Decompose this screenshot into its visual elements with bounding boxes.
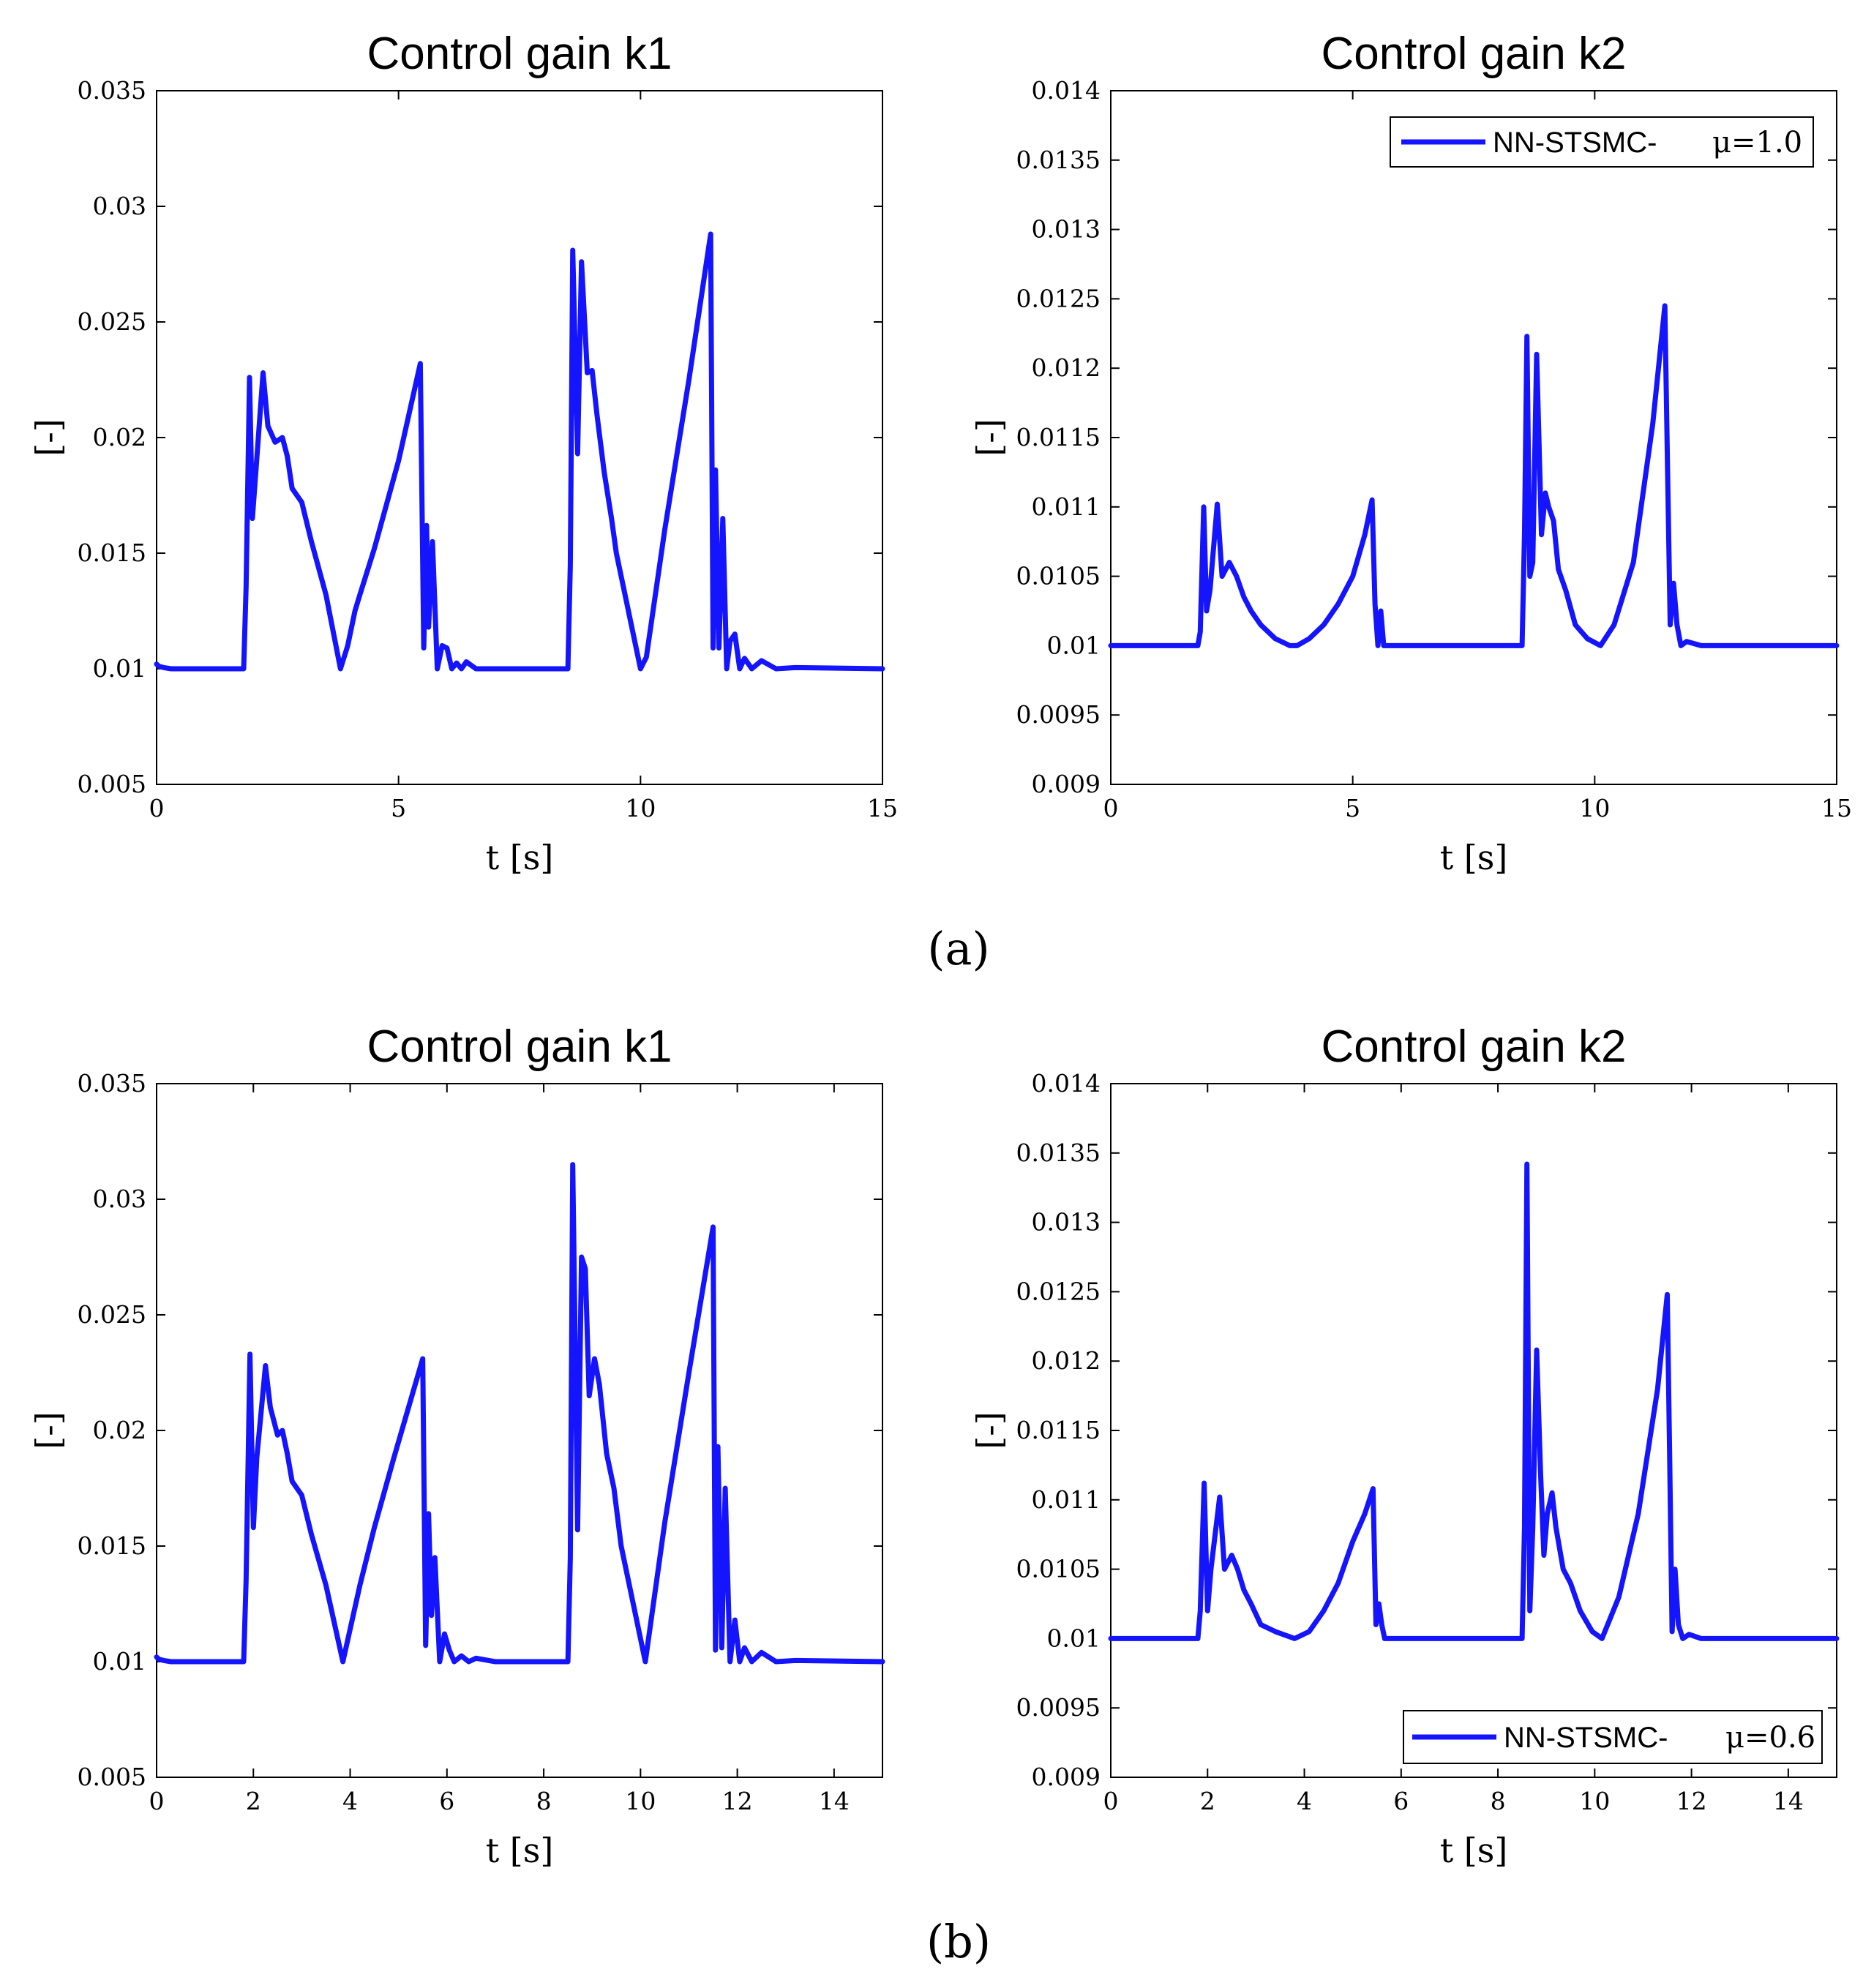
y-tick-label: 0.014 [1032,76,1101,105]
x-tick-label: 10 [1579,794,1610,822]
x-tick-label: 0 [149,794,165,822]
axes-frame [156,1083,883,1778]
x-tick-label: 5 [1345,794,1360,822]
x-tick-label: 4 [342,1787,358,1815]
y-tick-label: 0.035 [78,76,146,105]
y-tick-label: 0.015 [78,539,146,567]
axes-frame [1110,1083,1837,1778]
axes-frame [156,90,883,785]
x-axis-label: t [s] [1440,1831,1508,1870]
x-tick-label: 10 [625,794,656,822]
y-tick-label: 0.0105 [1016,1555,1101,1583]
y-tick-label: 0.01 [93,1647,146,1676]
x-tick-label: 10 [625,1787,656,1815]
x-tick-label: 6 [439,1787,454,1815]
y-tick-label: 0.011 [1032,1485,1101,1514]
plot-a-k1: Control gain k1 0 5 10 15 0.005 0.01 0.015 0.02… [29,29,898,877]
y-tick-label: 0.025 [78,307,146,336]
x-tick-label: 5 [391,794,406,822]
x-tick-label: 14 [819,1787,850,1815]
series-line [1108,303,1840,648]
x-tick-label: 4 [1297,1787,1312,1815]
y-tick-label: 0.013 [1032,215,1101,244]
tick-layer: 0 5 10 15 0.009 0.0095 0.01 0.0105 0.011 0.0115 0.… [1016,76,1852,822]
x-tick-label: 12 [1676,1787,1707,1815]
plot-b-k1: Control gain k1 0 2 4 6 8 10 12 14 0.005 0.01 0.01… [29,1021,885,1870]
x-tick-label: 0 [149,1787,165,1815]
x-tick-label: 12 [722,1787,753,1815]
y-tick-label: 0.01 [93,654,146,683]
y-tick-label: 0.012 [1032,1346,1101,1375]
y-tick-label: 0.014 [1032,1069,1101,1098]
plot-title: Control gain k1 [367,29,672,79]
y-tick-label: 0.005 [78,770,146,798]
y-axis-label: [-] [970,1411,1009,1449]
x-axis-label: t [s] [1440,838,1508,877]
x-tick-label: 15 [1821,794,1852,822]
plot-title: Control gain k1 [367,1021,672,1072]
y-tick-label: 0.013 [1032,1208,1101,1237]
x-tick-label: 8 [536,1787,552,1815]
y-tick-label: 0.035 [78,1069,146,1098]
y-tick-label: 0.01 [1047,631,1101,659]
y-tick-label: 0.01 [1047,1624,1101,1652]
y-tick-label: 0.0135 [1016,146,1101,174]
tick-layer: 0 2 4 6 8 10 12 14 0.005 0.01 0.015 0.02 0.025 0.03 0.… [78,1069,882,1815]
y-axis-label: [-] [29,1411,68,1449]
y-tick-label: 0.03 [93,1185,146,1213]
y-tick-label: 0.0095 [1016,1693,1101,1722]
series-line [154,231,885,672]
y-tick-label: 0.0135 [1016,1139,1101,1167]
y-tick-label: 0.0115 [1016,1416,1101,1444]
y-tick-label: 0.0095 [1016,700,1101,729]
x-tick-label: 2 [246,1787,261,1815]
x-tick-label: 8 [1491,1787,1506,1815]
x-axis-label: t [s] [486,1831,554,1870]
y-tick-label: 0.0105 [1016,562,1101,590]
x-tick-label: 0 [1103,794,1119,822]
plot-a-k2: Control gain k2 0 5 10 15 0.009 0.0095 0.01 0.0… [970,29,1852,877]
plot-b-k2: Control gain k2 0 2 4 6 8 10 12 14 0.009 0.0095 0.… [970,1021,1840,1870]
tick-layer: 0 5 10 15 0.005 0.01 0.015 0.02 0.025 0.03 0.035 [78,76,898,822]
y-tick-label: 0.0125 [1016,1277,1101,1305]
y-tick-label: 0.011 [1032,492,1101,521]
legend-mu: μ=1.0 [1712,126,1802,160]
y-tick-label: 0.0115 [1016,423,1101,451]
series-line [154,1162,885,1665]
legend: NN-STSMC- μ=0.6 [1403,1710,1823,1764]
x-tick-label: 2 [1200,1787,1215,1815]
legend-label: NN-STSMC- [1493,127,1657,159]
plot-title: Control gain k2 [1321,29,1626,79]
y-tick-label: 0.009 [1032,770,1101,798]
y-tick-label: 0.02 [93,423,146,451]
legend-label: NN-STSMC- [1504,1722,1668,1754]
legend-mu: μ=0.6 [1725,1721,1815,1755]
y-axis-label: [-] [970,419,1009,456]
x-tick-label: 15 [867,794,898,822]
x-tick-label: 6 [1393,1787,1409,1815]
x-tick-label: 0 [1103,1787,1119,1815]
y-tick-label: 0.009 [1032,1763,1101,1791]
series-line [1108,1161,1840,1641]
panel-label-a: (a) [927,922,989,975]
plot-title: Control gain k2 [1321,1021,1626,1072]
y-tick-label: 0.005 [78,1763,146,1791]
x-tick-label: 14 [1773,1787,1804,1815]
axes-frame [1110,90,1837,785]
y-tick-label: 0.025 [78,1300,146,1329]
y-tick-label: 0.012 [1032,353,1101,382]
y-tick-label: 0.03 [93,192,146,220]
y-tick-label: 0.0125 [1016,284,1101,312]
x-axis-label: t [s] [486,838,554,877]
y-tick-label: 0.02 [93,1416,146,1444]
legend: NN-STSMC- μ=1.0 [1390,116,1814,168]
panel-label-b: (b) [926,1915,991,1968]
x-tick-label: 10 [1579,1787,1610,1815]
tick-layer: 0 2 4 6 8 10 12 14 0.009 0.0095 0.01 0.0105 0.011 0.0… [1016,1069,1837,1815]
y-axis-label: [-] [29,419,68,456]
y-tick-label: 0.015 [78,1531,146,1560]
